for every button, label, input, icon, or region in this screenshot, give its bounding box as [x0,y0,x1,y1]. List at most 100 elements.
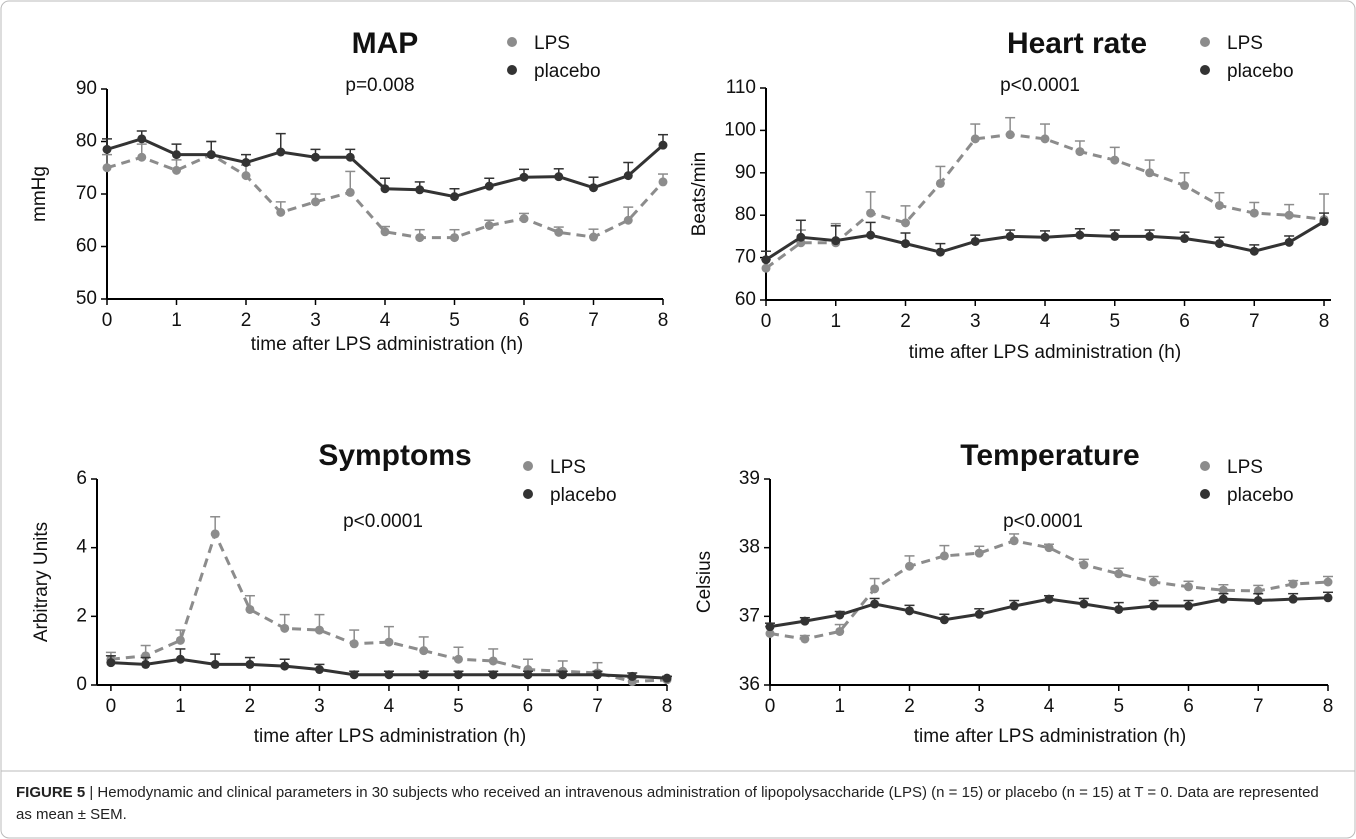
data-point [245,604,255,614]
data-point [415,233,425,243]
y-axis-label: Arbitrary Units [31,522,52,642]
data-point [761,263,771,273]
y-tick-label: 80 [735,204,756,225]
x-axis-label: time after LPS administration (h) [254,726,526,747]
data-point [314,665,324,675]
data-point [905,606,914,616]
data-point [870,584,880,594]
y-axis-label: mmHg [29,166,50,222]
data-point [627,671,637,681]
data-point [1075,147,1085,157]
y-tick-label: 90 [735,162,756,183]
data-point [1044,543,1054,553]
data-point [1145,168,1155,178]
data-point [102,163,112,173]
chart-title: MAP [352,27,419,60]
data-point [314,625,324,635]
data-point [592,670,602,680]
y-tick-label: 0 [76,674,87,695]
data-point [276,147,286,157]
data-point [1079,599,1089,609]
y-tick-label: 2 [76,605,87,626]
legend-label: LPS [1227,33,1263,54]
data-point [939,615,949,625]
data-point [658,177,668,187]
x-tick-label: 7 [1253,696,1264,717]
data-point [623,171,633,181]
data-point [1009,601,1019,611]
x-tick-label: 4 [1040,311,1051,332]
data-point [558,670,568,680]
data-point [384,637,394,647]
data-point [172,165,181,175]
x-tick-label: 6 [1179,311,1190,332]
x-tick-label: 1 [171,310,182,331]
legend-marker [1200,489,1210,499]
data-point [800,616,810,626]
data-point [1184,601,1193,611]
data-point [662,673,672,683]
data-point [1110,231,1120,241]
x-tick-label: 5 [453,696,464,717]
data-point [1323,593,1333,603]
x-tick-label: 3 [970,311,981,332]
x-tick-label: 2 [241,310,252,331]
data-point [901,239,911,249]
x-axis-label: time after LPS administration (h) [914,726,1186,747]
legend-label: placebo [550,485,617,506]
data-point [1180,181,1190,191]
annotation: p<0.0001 [343,511,423,532]
data-point [1079,560,1089,570]
data-point [349,670,359,680]
data-point [761,255,771,265]
data-point [835,610,845,620]
data-point [935,247,945,257]
data-point [488,656,498,666]
data-point [1284,237,1294,247]
data-point [1288,579,1298,589]
data-point [241,171,251,181]
legend-label: LPS [534,33,570,54]
y-tick-label: 37 [739,605,760,626]
data-point [1009,536,1019,546]
data-point [345,152,355,162]
data-point [589,183,598,193]
x-tick-label: 6 [523,696,534,717]
y-tick-label: 39 [739,468,760,489]
data-point [901,218,911,228]
data-point [554,227,564,237]
x-tick-label: 1 [834,696,845,717]
data-point [102,144,112,154]
data-point [484,221,494,230]
caption: FIGURE 5 | Hemodynamic and clinical para… [16,782,1336,826]
legend-label: placebo [1227,485,1294,506]
data-point [1110,155,1120,165]
legend-label: LPS [550,457,586,478]
data-point [1040,134,1050,144]
legend-label: LPS [1227,457,1263,478]
legend-marker [1200,461,1210,471]
data-point [554,172,564,182]
x-tick-label: 2 [904,696,915,717]
x-tick-label: 8 [1319,311,1330,332]
x-tick-label: 0 [765,696,776,717]
data-point [623,215,633,225]
data-point [835,626,845,636]
data-point [345,187,355,197]
data-point [419,646,429,656]
data-point [831,236,841,246]
y-tick-label: 90 [76,78,97,99]
data-point [1044,594,1054,604]
legend-marker [507,37,517,47]
series-line [106,152,665,240]
chart-title: Heart rate [1007,27,1147,60]
annotation: p<0.0001 [1003,511,1083,532]
data-point [796,232,806,242]
data-point [970,134,980,144]
data-point [765,622,775,632]
data-point [1249,246,1259,256]
series-line [110,529,668,684]
x-tick-label: 8 [658,310,669,331]
data-point [141,659,151,669]
